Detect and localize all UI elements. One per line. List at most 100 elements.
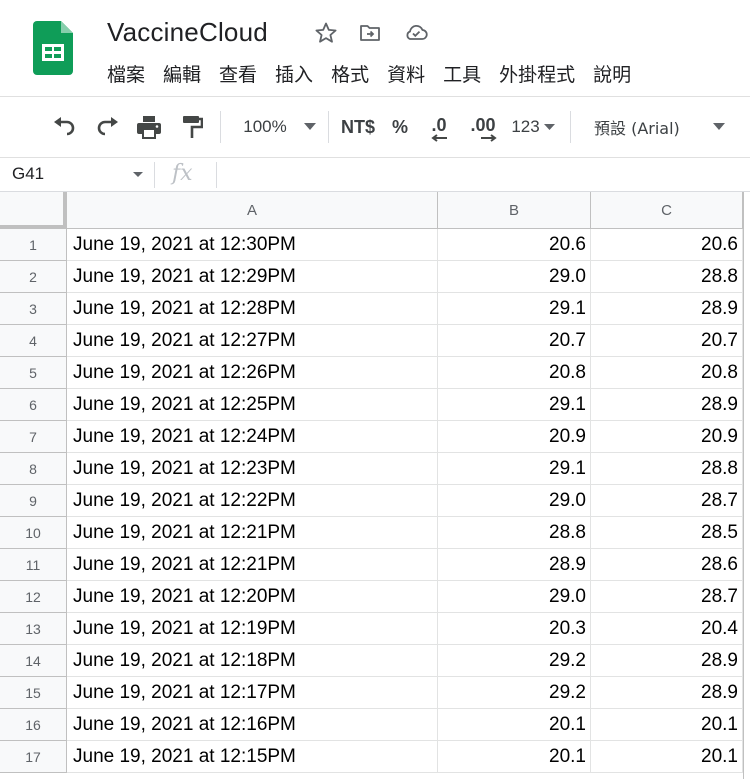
cell-timestamp[interactable]: June 19, 2021 at 12:23PM: [67, 453, 438, 485]
cell-timestamp[interactable]: June 19, 2021 at 12:30PM: [67, 229, 438, 261]
cell-timestamp[interactable]: June 19, 2021 at 12:28PM: [67, 293, 438, 325]
column-header-b[interactable]: B: [438, 192, 591, 229]
menu-view[interactable]: 查看: [219, 64, 258, 86]
cell-value-b[interactable]: 20.9: [438, 421, 591, 453]
zoom-select[interactable]: 100%: [240, 97, 290, 157]
cell-value-c[interactable]: 28.9: [591, 293, 743, 325]
cell-timestamp[interactable]: June 19, 2021 at 12:22PM: [67, 485, 438, 517]
cell-value-b[interactable]: 20.3: [438, 613, 591, 645]
row-header[interactable]: 4: [0, 325, 67, 357]
cell-timestamp[interactable]: June 19, 2021 at 12:27PM: [67, 325, 438, 357]
undo-icon[interactable]: [50, 97, 80, 157]
cell-timestamp[interactable]: June 19, 2021 at 12:26PM: [67, 357, 438, 389]
row-header[interactable]: 11: [0, 549, 67, 581]
move-to-folder-icon[interactable]: [357, 20, 383, 46]
cell-value-c[interactable]: 28.7: [591, 485, 743, 517]
decrease-decimal-button[interactable]: .0: [425, 97, 453, 157]
row-header[interactable]: 10: [0, 517, 67, 549]
menu-help[interactable]: 說明: [593, 64, 632, 86]
cell-value-c[interactable]: 28.9: [591, 389, 743, 421]
row-header[interactable]: 7: [0, 421, 67, 453]
menu-format[interactable]: 格式: [331, 64, 370, 86]
row-header[interactable]: 3: [0, 293, 67, 325]
row-header[interactable]: 6: [0, 389, 67, 421]
cell-timestamp[interactable]: June 19, 2021 at 12:24PM: [67, 421, 438, 453]
cell-timestamp[interactable]: June 19, 2021 at 12:21PM: [67, 517, 438, 549]
cell-timestamp[interactable]: June 19, 2021 at 12:20PM: [67, 581, 438, 613]
cell-value-c[interactable]: 28.8: [591, 453, 743, 485]
cell-value-b[interactable]: 29.0: [438, 581, 591, 613]
row-header[interactable]: 16: [0, 709, 67, 741]
star-icon[interactable]: [313, 20, 339, 46]
more-formats-button[interactable]: 123: [508, 97, 558, 157]
cloud-saved-icon[interactable]: [403, 20, 429, 46]
cell-value-c[interactable]: 20.9: [591, 421, 743, 453]
redo-icon[interactable]: [92, 97, 122, 157]
document-title[interactable]: VaccineCloud: [107, 17, 268, 47]
cell-timestamp[interactable]: June 19, 2021 at 12:17PM: [67, 677, 438, 709]
menu-edit[interactable]: 編輯: [163, 64, 202, 86]
menu-file[interactable]: 檔案: [107, 64, 146, 86]
row-header[interactable]: 5: [0, 357, 67, 389]
cell-value-b[interactable]: 29.0: [438, 261, 591, 293]
row-header[interactable]: 1: [0, 229, 67, 261]
increase-decimal-button[interactable]: .00: [466, 97, 500, 157]
cell-value-c[interactable]: 28.8: [591, 261, 743, 293]
row-header[interactable]: 17: [0, 741, 67, 773]
print-icon[interactable]: [134, 97, 164, 157]
cell-value-c[interactable]: 28.6: [591, 549, 743, 581]
row-header[interactable]: 2: [0, 261, 67, 293]
cell-timestamp[interactable]: June 19, 2021 at 12:21PM: [67, 549, 438, 581]
cell-value-b[interactable]: 29.0: [438, 485, 591, 517]
cell-value-b[interactable]: 29.1: [438, 293, 591, 325]
cell-value-c[interactable]: 20.8: [591, 357, 743, 389]
sheets-logo-icon[interactable]: [33, 21, 73, 75]
cell-value-b[interactable]: 29.1: [438, 389, 591, 421]
cell-timestamp[interactable]: June 19, 2021 at 12:29PM: [67, 261, 438, 293]
menu-addons[interactable]: 外掛程式: [499, 64, 576, 86]
row-header[interactable]: 8: [0, 453, 67, 485]
menu-tools[interactable]: 工具: [443, 64, 482, 86]
cell-value-b[interactable]: 28.8: [438, 517, 591, 549]
cell-value-b[interactable]: 29.2: [438, 645, 591, 677]
cell-value-c[interactable]: 28.5: [591, 517, 743, 549]
row-header[interactable]: 9: [0, 485, 67, 517]
select-all-corner[interactable]: [0, 192, 67, 229]
row-header[interactable]: 15: [0, 677, 67, 709]
cell-value-c[interactable]: 20.6: [591, 229, 743, 261]
row-header[interactable]: 14: [0, 645, 67, 677]
row-header[interactable]: 12: [0, 581, 67, 613]
cell-value-b[interactable]: 20.1: [438, 709, 591, 741]
cell-timestamp[interactable]: June 19, 2021 at 12:18PM: [67, 645, 438, 677]
cell-value-b[interactable]: 28.9: [438, 549, 591, 581]
menu-insert[interactable]: 插入: [275, 64, 314, 86]
cell-value-b[interactable]: 29.2: [438, 677, 591, 709]
font-caret-icon[interactable]: [710, 97, 728, 157]
currency-format-button[interactable]: NT$: [340, 116, 375, 137]
name-box-caret-icon[interactable]: [133, 172, 143, 177]
column-header-c[interactable]: C: [591, 192, 743, 229]
cell-value-b[interactable]: 20.8: [438, 357, 591, 389]
menu-data[interactable]: 資料: [387, 64, 426, 86]
cell-value-b[interactable]: 29.1: [438, 453, 591, 485]
cell-value-b[interactable]: 20.7: [438, 325, 591, 357]
font-family-select[interactable]: 預設 (Arial): [594, 119, 680, 138]
cell-value-c[interactable]: 20.4: [591, 613, 743, 645]
cell-value-c[interactable]: 28.9: [591, 677, 743, 709]
cell-timestamp[interactable]: June 19, 2021 at 12:25PM: [67, 389, 438, 421]
paint-format-icon[interactable]: [177, 97, 207, 157]
cell-value-c[interactable]: 28.7: [591, 581, 743, 613]
row-header[interactable]: 13: [0, 613, 67, 645]
cell-value-c[interactable]: 20.1: [591, 709, 743, 741]
cell-value-c[interactable]: 20.1: [591, 741, 743, 773]
cell-timestamp[interactable]: June 19, 2021 at 12:16PM: [67, 709, 438, 741]
name-box[interactable]: G41: [12, 164, 45, 183]
formula-input[interactable]: [224, 162, 744, 188]
zoom-caret-icon[interactable]: [302, 97, 318, 157]
cell-timestamp[interactable]: June 19, 2021 at 12:19PM: [67, 613, 438, 645]
cell-value-c[interactable]: 20.7: [591, 325, 743, 357]
column-header-a[interactable]: A: [67, 192, 438, 229]
cell-timestamp[interactable]: June 19, 2021 at 12:15PM: [67, 741, 438, 773]
cell-value-c[interactable]: 28.9: [591, 645, 743, 677]
cell-value-b[interactable]: 20.1: [438, 741, 591, 773]
